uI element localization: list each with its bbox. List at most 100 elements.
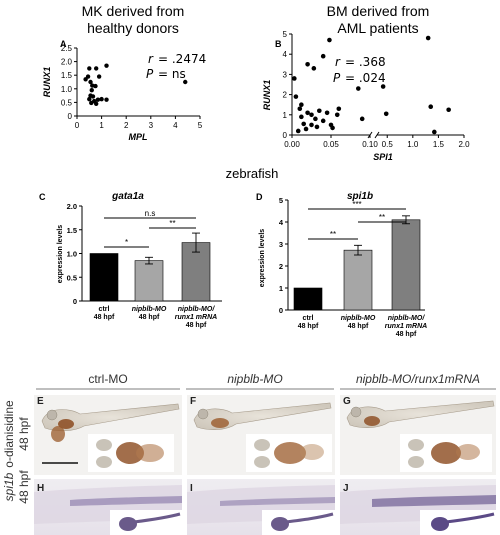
panel-letter-b: B — [275, 39, 282, 49]
scatter-point-b — [293, 94, 299, 99]
bars-d — [293, 215, 421, 311]
sig-label-d: ** — [379, 213, 385, 222]
tick-label-y-a: 2.5 — [61, 44, 73, 53]
scatter-point-b — [313, 116, 318, 122]
axis-break-b-2 — [374, 131, 380, 139]
scatter-point-b — [303, 126, 309, 132]
category-label-d: runx1 mRNA — [385, 323, 427, 330]
tick-label-y-b: 3 — [283, 70, 288, 79]
scatter-point-a — [93, 66, 99, 71]
significance-d: ******* — [308, 200, 406, 240]
scatter-point-b — [428, 104, 434, 110]
sig-label-d: *** — [352, 200, 361, 209]
col-header-nipblb: nipblb-MO — [227, 372, 282, 386]
header-right-line1: BM derived from — [327, 3, 430, 19]
sig-label-c: ** — [169, 219, 175, 228]
stat-r-value-b: = .368 — [345, 55, 386, 69]
tick-label-y-c: 1.5 — [67, 226, 77, 235]
image-panel-h — [34, 479, 182, 535]
tick-label-y-b: 0 — [283, 131, 288, 140]
scatter-point-a — [87, 66, 92, 71]
tick-label-x-b: 0.05 — [323, 140, 339, 149]
scatter-point-a — [89, 100, 94, 106]
image-panel-f — [187, 395, 335, 475]
scatter-point-a — [99, 96, 104, 102]
bar-d — [391, 219, 421, 311]
image-panel-g — [340, 395, 496, 475]
tick-label-x-b: 1.0 — [407, 140, 419, 149]
stat-p-label-a: P — [146, 67, 154, 81]
image-panel-e — [34, 395, 182, 475]
scatter-point-b — [317, 108, 322, 114]
scatter-point-b — [314, 124, 320, 130]
row-label-ish-line2: 48 hpf — [17, 470, 31, 504]
tick-label-y-a: 1.5 — [61, 71, 73, 80]
panel-letter-h: H — [37, 483, 44, 494]
points-a — [83, 63, 188, 106]
scatter-point-b — [311, 66, 317, 71]
ticks-d: 0 1 2 3 4 5 — [279, 196, 288, 315]
image-panel-i — [187, 479, 335, 535]
category-label-d: 48 hpf — [298, 323, 319, 330]
embryo-stain-f — [211, 418, 229, 428]
bars-c — [89, 232, 211, 302]
ylabel-a: RUNX1 — [42, 67, 52, 98]
row-label-stain-line2: 48 hpf — [17, 417, 31, 451]
scatter-point-a — [104, 63, 109, 68]
panel-letter-e: E — [37, 396, 44, 407]
ish-stain-h — [70, 496, 182, 506]
scatter-point-b — [432, 129, 437, 135]
stat-r-value-a: = .2474 — [158, 52, 206, 66]
category-label-d: 48 hpf — [348, 323, 369, 330]
category-label-c: 48 hpf — [186, 322, 207, 329]
tick-label-y-c: 2.0 — [67, 202, 77, 211]
scatter-point-b — [297, 106, 303, 112]
xlabel-b: SPI1 — [373, 152, 393, 162]
category-label-c: runx1 mRNA — [175, 314, 217, 321]
sig-label-d: ** — [330, 230, 336, 239]
tick-label-y-c: 0 — [73, 297, 77, 306]
sig-label-c: * — [125, 238, 128, 247]
tick-label-y-c: 1.0 — [67, 250, 77, 259]
panel-letter-j: J — [343, 483, 349, 494]
tick-label-x-a: 3 — [149, 121, 154, 130]
scatter-point-a — [96, 74, 102, 79]
ticks-c: 0 0.5 1.0 1.5 2.0 — [67, 202, 82, 306]
category-label-c: ctrl — [99, 306, 110, 313]
scatter-point-a — [93, 101, 99, 106]
tick-label-y-a: 2.0 — [61, 58, 73, 67]
category-label-c: 48 hpf — [94, 314, 115, 321]
scatter-point-a — [95, 97, 101, 102]
sig-label-c: n.s — [145, 209, 156, 218]
scatter-point-a — [88, 79, 93, 85]
scatter-point-b — [295, 128, 301, 134]
scatter-point-b — [356, 86, 361, 91]
panel-letter-i: I — [190, 483, 193, 494]
panel-letter-c: C — [39, 192, 46, 202]
zebrafish-label: zebrafish — [226, 166, 279, 181]
scatter-point-b — [330, 125, 335, 131]
stat-p-label-b: P — [333, 71, 341, 85]
scatter-point-b — [305, 110, 310, 116]
bar-c — [134, 260, 164, 302]
category-label-c: 48 hpf — [139, 314, 160, 321]
panel-letter-a: A — [60, 39, 67, 49]
tick-label-x-a: 0 — [75, 121, 80, 130]
tick-label-y-d: 2 — [279, 262, 283, 271]
bar-d — [293, 287, 323, 311]
tick-label-y-d: 1 — [279, 284, 283, 293]
scatter-point-b — [327, 37, 332, 43]
ticks-a: 0 1 2 3 4 5 0 0.5 1.0 1.5 2.0 2.5 — [61, 44, 203, 130]
row-label-ish-line1: spi1b — [2, 472, 16, 501]
scatter-point-b — [320, 53, 326, 59]
scatter-point-b — [359, 116, 365, 122]
tick-label-y-b: 5 — [283, 30, 288, 39]
category-label-d: 48 hpf — [396, 331, 417, 338]
scatter-point-b — [324, 110, 330, 116]
scatter-point-b — [309, 112, 314, 118]
row-label-stain-line1: o-dianisidine — [2, 400, 16, 468]
